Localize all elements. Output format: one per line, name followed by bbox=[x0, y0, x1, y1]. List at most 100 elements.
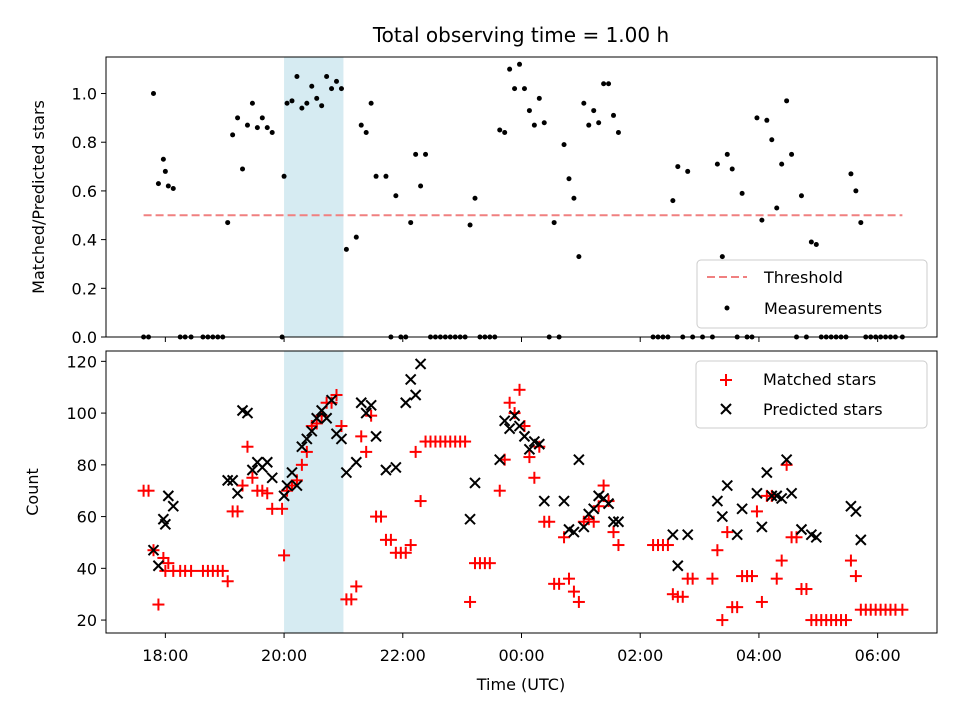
y-tick-label: 0.4 bbox=[72, 231, 97, 250]
predicted-point-b bbox=[306, 425, 318, 437]
predicted-point bbox=[855, 534, 867, 546]
matched-point bbox=[543, 515, 556, 528]
y-tick-label: 80 bbox=[77, 456, 97, 475]
matched-point bbox=[142, 484, 155, 497]
measurement-point bbox=[611, 112, 617, 118]
predicted-point bbox=[365, 399, 377, 412]
predicted-point-b bbox=[236, 404, 249, 417]
matched-point bbox=[597, 479, 610, 492]
bottom-y-axis-ticks: 20 40 60 80 100 120 bbox=[66, 352, 106, 630]
predicted-point bbox=[568, 526, 580, 538]
matched-point bbox=[300, 445, 313, 458]
predicted-point-b bbox=[246, 464, 259, 476]
measurement-point bbox=[566, 176, 572, 182]
ratio-panel: Total observing time = 1.00 h 0.00.20.40… bbox=[29, 23, 938, 347]
predicted-point bbox=[320, 412, 333, 424]
predicted-point-b bbox=[751, 487, 763, 500]
predicted-point-b bbox=[810, 531, 823, 543]
predicted-point-b bbox=[721, 479, 733, 492]
predicted-point-b bbox=[226, 474, 239, 487]
measurement-point bbox=[729, 166, 735, 172]
y-tick-label: 1.0 bbox=[72, 85, 97, 104]
y-tick-label: 0.2 bbox=[72, 279, 97, 298]
predicted-point-b bbox=[360, 407, 372, 419]
measurement-point bbox=[606, 81, 612, 87]
predicted-point-b bbox=[414, 358, 427, 370]
predicted-point bbox=[612, 516, 625, 528]
matched-point bbox=[896, 603, 909, 616]
measurement-point bbox=[230, 132, 236, 138]
predicted-point-b bbox=[597, 492, 610, 505]
measurement-point bbox=[408, 220, 414, 226]
predicted-point-b bbox=[711, 495, 724, 507]
predicted-point-b bbox=[400, 397, 412, 409]
predicted-point bbox=[607, 516, 620, 528]
predicted-point-b bbox=[320, 412, 333, 424]
measurement-point bbox=[808, 239, 814, 245]
measurement-point bbox=[373, 173, 379, 179]
legend-measurements-label: Measurements bbox=[764, 299, 882, 318]
matched-point bbox=[746, 570, 759, 583]
measurement-point bbox=[774, 205, 780, 211]
predicted-point-b bbox=[498, 415, 511, 427]
measurement-point bbox=[536, 95, 542, 101]
predicted-point-b bbox=[251, 456, 264, 468]
measurement-point bbox=[759, 217, 765, 223]
measurement-point bbox=[571, 195, 577, 201]
predicted-point-b bbox=[157, 513, 170, 525]
matched-point bbox=[278, 549, 291, 562]
bottom-plot-frame bbox=[105, 350, 938, 634]
measurement-point bbox=[150, 91, 156, 97]
predicted-point bbox=[602, 497, 615, 510]
legend-threshold-label: Threshold bbox=[763, 268, 843, 287]
matched-point bbox=[844, 554, 857, 567]
matched-point bbox=[152, 598, 165, 611]
predicted-point-b bbox=[370, 430, 382, 443]
matched-point bbox=[221, 575, 234, 588]
predicted-point bbox=[672, 560, 684, 572]
x-tick-label: 22:00 bbox=[380, 646, 426, 665]
measurement-point bbox=[769, 137, 775, 143]
predicted-point-b bbox=[588, 503, 600, 515]
y-tick-label: 100 bbox=[66, 404, 97, 423]
predicted-point-b bbox=[518, 430, 531, 443]
measurement-point bbox=[162, 168, 168, 174]
matched-point bbox=[503, 396, 516, 409]
predicted-point-b bbox=[503, 422, 516, 435]
y-tick-label: 120 bbox=[66, 352, 97, 371]
predicted-point-b bbox=[805, 528, 818, 541]
measurement-point bbox=[289, 98, 295, 104]
predicted-point-b bbox=[508, 409, 521, 422]
predicted-point bbox=[278, 490, 290, 502]
measurement-point bbox=[264, 125, 270, 131]
predicted-point bbox=[404, 373, 417, 386]
matched-point bbox=[375, 510, 388, 523]
predicted-point-b bbox=[261, 456, 273, 468]
measurement-point bbox=[393, 193, 399, 199]
matched-point bbox=[246, 471, 259, 484]
measurement-point bbox=[309, 83, 315, 89]
predicted-point-b bbox=[301, 433, 313, 445]
predicted-point-b bbox=[761, 466, 773, 479]
measurement-point bbox=[561, 142, 567, 148]
predicted-point-b bbox=[602, 497, 615, 510]
matched-point bbox=[399, 546, 412, 559]
predicted-point-b bbox=[315, 404, 328, 417]
x-tick-label: 04:00 bbox=[736, 646, 782, 665]
predicted-point-b bbox=[563, 523, 575, 536]
predicted-point bbox=[360, 407, 372, 419]
predicted-point bbox=[241, 407, 254, 419]
predicted-point bbox=[736, 503, 748, 515]
matched-point bbox=[775, 554, 788, 567]
measurement-point bbox=[853, 188, 859, 194]
measurement-point bbox=[754, 115, 760, 121]
matched-point bbox=[562, 572, 575, 585]
matched-point bbox=[711, 544, 724, 557]
legend-predicted-label: Predicted stars bbox=[763, 400, 883, 419]
predicted-point-b bbox=[325, 394, 338, 406]
measurement-point bbox=[789, 151, 795, 157]
predicted-point-b bbox=[278, 490, 290, 502]
measurement-point bbox=[259, 115, 265, 121]
predicted-point-b bbox=[592, 490, 605, 502]
predicted-point-b bbox=[513, 420, 526, 432]
